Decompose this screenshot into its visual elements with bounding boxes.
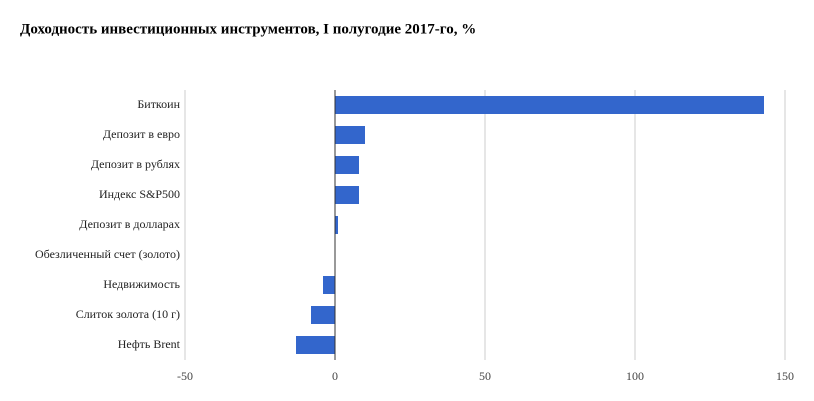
- bar: [335, 156, 359, 174]
- bar: [335, 216, 338, 234]
- bar: [296, 336, 335, 354]
- x-tick-label: 0: [332, 369, 338, 383]
- y-tick-label: Депозит в рублях: [91, 157, 180, 171]
- x-tick-label: 100: [626, 369, 644, 383]
- x-tick-label: 150: [776, 369, 794, 383]
- bar: [335, 186, 359, 204]
- y-tick-label: Индекс S&P500: [99, 187, 180, 201]
- y-tick-label: Нефть Brent: [118, 337, 181, 351]
- x-tick-label: -50: [177, 369, 193, 383]
- y-tick-label: Недвижимость: [103, 277, 180, 291]
- y-tick-label: Депозит в евро: [103, 127, 180, 141]
- y-tick-label: Обезличенный счет (золото): [35, 247, 180, 261]
- bar: [323, 276, 335, 294]
- bar: [335, 126, 365, 144]
- bar: [335, 96, 764, 114]
- y-tick-label: Биткоин: [137, 97, 180, 111]
- x-tick-label: 50: [479, 369, 491, 383]
- chart-title: Доходность инвестиционных инструментов, …: [20, 21, 476, 37]
- y-tick-label: Депозит в долларах: [79, 217, 180, 231]
- y-tick-label: Слиток золота (10 г): [76, 307, 180, 321]
- bar: [311, 306, 335, 324]
